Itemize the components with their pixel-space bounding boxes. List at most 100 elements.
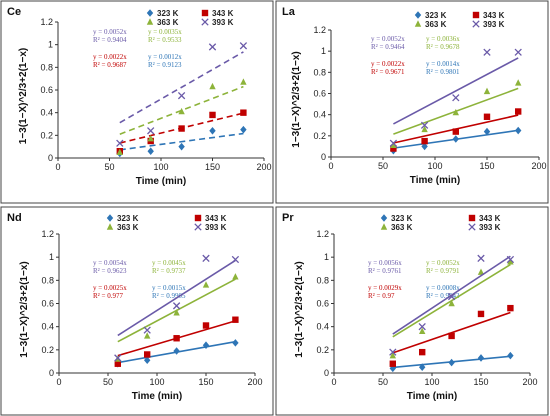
y-tick-label: 1.2 xyxy=(313,25,326,35)
y-tick-label: 0.8 xyxy=(313,67,326,77)
trend-r-squared: R² = 0.9671 xyxy=(371,68,405,76)
trend-equation: y = 0.0035x xyxy=(148,28,182,36)
legend-label: 363 K xyxy=(391,223,413,232)
y-tick-label: 1.2 xyxy=(40,17,53,27)
data-point xyxy=(507,304,514,312)
data-point xyxy=(421,125,428,133)
x-tick-label: 50 xyxy=(378,161,388,171)
panel-title: La xyxy=(282,6,296,18)
trend-equation: y = 0.0052x xyxy=(93,28,127,36)
trend-equation: y = 0.0015x xyxy=(152,284,186,292)
trend-equation: y = 0.0022x xyxy=(93,53,127,61)
legend-marker xyxy=(146,9,154,17)
x-axis-title: Time (min) xyxy=(132,391,182,402)
x-axis-title: Time (min) xyxy=(407,391,457,402)
x-tick-label: 150 xyxy=(479,161,494,171)
data-point xyxy=(240,78,247,85)
trendline xyxy=(392,255,511,335)
y-tick-label: 0.4 xyxy=(316,322,329,332)
x-tick-label: 200 xyxy=(247,377,262,387)
legend-label: 343 K xyxy=(479,214,501,223)
x-axis-title: Time (min) xyxy=(410,175,460,186)
data-point xyxy=(147,135,154,142)
x-tick-label: 100 xyxy=(153,162,168,172)
data-point xyxy=(515,79,522,86)
data-point xyxy=(239,42,248,50)
legend-marker xyxy=(468,223,476,231)
legend-label: 323 K xyxy=(391,214,413,223)
panel-nd: 0 0.2 0.4 0.6 0.8 1 1.2 0 50 100 150 200 Time (min) 1… xyxy=(0,206,274,416)
legend-marker xyxy=(106,214,114,222)
y-axis-title: 1−3(1−X)^2/3+2(1−x) xyxy=(294,261,305,357)
y-tick-label: 0.8 xyxy=(41,275,54,285)
trendline xyxy=(119,132,244,151)
data-point xyxy=(477,268,485,275)
data-point xyxy=(506,255,515,264)
legend-marker xyxy=(472,20,480,28)
y-tick-label: 0 xyxy=(49,368,54,378)
legend-label: 393 K xyxy=(205,223,227,232)
x-tick-label: 0 xyxy=(331,377,336,387)
data-point xyxy=(114,354,122,362)
x-tick-label: 150 xyxy=(473,377,488,387)
data-point xyxy=(178,125,185,132)
panel-frame xyxy=(0,0,274,204)
y-tick-label: 0 xyxy=(48,153,53,163)
trend-equation: y = 0.0029x xyxy=(368,284,402,292)
legend-marker xyxy=(380,223,388,230)
data-point xyxy=(421,142,428,151)
data-point xyxy=(452,135,459,143)
trend-r-squared: R² = 0.9543 xyxy=(426,292,460,300)
trend-r-squared: R² = 0.9737 xyxy=(152,267,186,275)
data-point xyxy=(418,323,426,331)
legend-label: 363 K xyxy=(117,223,139,232)
y-tick-label: 1 xyxy=(49,252,54,262)
y-tick-label: 0.4 xyxy=(313,110,326,120)
data-point xyxy=(390,145,397,152)
data-point xyxy=(514,48,522,56)
data-point xyxy=(173,347,180,355)
x-tick-label: 150 xyxy=(205,162,220,172)
x-tick-label: 50 xyxy=(103,377,113,387)
trend-equation: y = 0.0045x xyxy=(152,259,186,267)
trendline xyxy=(392,311,511,354)
data-point xyxy=(483,87,491,95)
trend-r-squared: R² = 0.9404 xyxy=(93,36,127,44)
data-point xyxy=(202,322,210,329)
x-axis-title: Time (min) xyxy=(136,176,186,187)
trend-equation: y = 0.0052x xyxy=(426,259,460,267)
data-point xyxy=(231,255,240,264)
y-axis-title: 1−3(1−X)^2/3+2(1−x) xyxy=(18,48,29,144)
data-point xyxy=(421,137,428,145)
data-point xyxy=(507,351,514,360)
data-point xyxy=(232,339,239,347)
data-point xyxy=(419,348,426,356)
trend-r-squared: R² = 0.9678 xyxy=(426,43,460,51)
x-tick-label: 100 xyxy=(427,161,442,171)
y-tick-label: 0 xyxy=(321,152,326,162)
y-tick-label: 1.2 xyxy=(41,229,54,239)
data-point xyxy=(209,82,216,90)
legend-marker xyxy=(472,11,480,19)
data-point xyxy=(114,360,121,367)
trend-r-squared: R² = 0.9623 xyxy=(93,267,127,275)
y-tick-label: 0 xyxy=(324,368,329,378)
trendline xyxy=(117,259,236,337)
trend-equation: y = 0.0054x xyxy=(93,259,127,267)
data-point xyxy=(178,107,185,115)
data-point xyxy=(477,310,485,318)
x-tick-label: 0 xyxy=(56,377,61,387)
data-point xyxy=(477,354,485,362)
y-axis-title: 1−3(1−X)^2/3+2(1−x) xyxy=(291,51,302,147)
y-tick-label: 0.6 xyxy=(41,299,54,309)
data-point xyxy=(208,43,217,51)
trend-r-squared: R² = 0.9905 xyxy=(152,292,186,300)
panel-frame xyxy=(0,206,274,416)
